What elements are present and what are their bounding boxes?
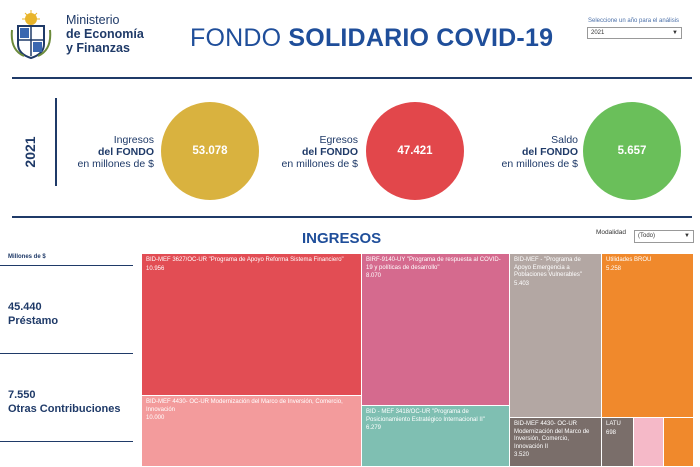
divider — [0, 265, 133, 266]
tile-value: 5.403 — [514, 280, 530, 287]
modalidad-label: Modalidad — [596, 229, 626, 236]
page-title: FONDO SOLIDARIO COVID-19 — [190, 24, 553, 53]
side-item-label: Préstamo — [8, 315, 59, 327]
ministry-line2: de Economía — [66, 27, 144, 41]
divider — [0, 441, 133, 442]
ingresos-label-1: Ingresos — [113, 134, 154, 146]
treemap-tile[interactable]: BID-MEF 4430- OC-UR Modernización del Ma… — [142, 396, 362, 467]
side-item-otras-contribuciones[interactable]: 7.550 Otras Contribuciones — [8, 388, 120, 416]
treemap-tile[interactable]: LATU 698 — [602, 418, 634, 467]
tile-value: 10.956 — [146, 265, 165, 272]
treemap-tile[interactable] — [634, 418, 664, 467]
egresos-label-2: del FONDO — [301, 146, 358, 158]
side-item-value: 7.550 — [8, 389, 36, 401]
saldo-label-3: en millones de $ — [501, 158, 578, 170]
treemap-tile[interactable]: Utilidades BROU 5.258 — [602, 254, 694, 418]
tile-label: Utilidades BROU — [606, 257, 652, 263]
divider — [0, 353, 133, 354]
tile-label: BID - MEF 3418/OC-UR "Programa de Posici… — [366, 409, 485, 423]
coat-of-arms-logo — [10, 10, 52, 60]
saldo-label-1: Saldo — [551, 134, 578, 146]
side-item-label: Otras Contribuciones — [8, 403, 121, 415]
year-select-value: 2021 — [591, 30, 605, 36]
ingresos-value: 53.078 — [192, 145, 228, 157]
side-item-value: 45.440 — [8, 301, 42, 313]
divider — [12, 77, 692, 79]
saldo-metric-label: Saldo del FONDO en millones de $ — [482, 134, 578, 170]
tile-label: BID-MEF 4430- OC-UR Modernización del Ma… — [146, 399, 343, 413]
tile-value: 3.520 — [514, 452, 530, 458]
tile-label: BID-MEF 3627/OC-UR "Programa de Apoyo Re… — [146, 257, 344, 263]
year-select[interactable]: 2021 ▼ — [587, 27, 682, 39]
ministry-name: Ministerio de Economía y Finanzas — [66, 13, 144, 55]
year-select-label: Seleccione un año para el análisis — [588, 18, 680, 24]
tile-value: 10.000 — [146, 415, 165, 421]
divider — [12, 216, 692, 218]
tile-value: 698 — [606, 429, 617, 436]
page-title-bold: SOLIDARIO COVID-19 — [288, 24, 554, 52]
chevron-down-icon: ▼ — [684, 233, 690, 239]
side-item-prestamo[interactable]: 45.440 Préstamo — [8, 300, 58, 328]
egresos-label-3: en millones de $ — [281, 158, 358, 170]
saldo-label-2: del FONDO — [521, 146, 578, 158]
tile-label: BIRF-9140-UY "Programa de respuesta al C… — [366, 257, 501, 271]
egresos-metric-label: Egresos del FONDO en millones de $ — [262, 134, 358, 170]
treemap-tile[interactable]: BID-MEF 3627/OC-UR "Programa de Apoyo Re… — [142, 254, 362, 396]
page-title-regular: FONDO — [190, 24, 289, 52]
egresos-label-1: Egresos — [319, 134, 358, 146]
egresos-circle: 47.421 — [366, 102, 464, 200]
ingresos-label-3: en millones de $ — [77, 158, 154, 170]
units-label: Millones de $ — [8, 254, 46, 260]
treemap-tile[interactable]: BID-MEF 4430- OC-UR Modernización del Ma… — [510, 418, 602, 467]
modalidad-select[interactable]: (Todo) ▼ — [634, 230, 694, 243]
tile-value: 8.070 — [366, 273, 382, 279]
saldo-circle: 5.657 — [583, 102, 681, 200]
chevron-down-icon: ▼ — [672, 30, 678, 36]
ingresos-circle: 53.078 — [161, 102, 259, 200]
tile-value: 6.279 — [366, 425, 382, 431]
tile-label: BID-MEF 4430- OC-UR Modernización del Ma… — [514, 421, 590, 450]
tile-label: LATU — [606, 421, 621, 427]
ingresos-section-title: INGRESOS — [302, 230, 382, 247]
treemap-tile[interactable] — [664, 418, 694, 467]
ingresos-label-2: del FONDO — [97, 146, 154, 158]
ministry-line1: Ministerio — [66, 13, 120, 27]
saldo-value: 5.657 — [617, 145, 647, 157]
tile-label: BID-MEF - "Programa de Apoyo Emergencia … — [514, 257, 582, 278]
ministry-line3: y Finanzas — [66, 41, 130, 55]
modalidad-select-value: (Todo) — [638, 233, 656, 239]
summary-year: 2021 — [22, 136, 38, 168]
ingresos-metric-label: Ingresos del FONDO en millones de $ — [62, 134, 154, 170]
treemap-tile[interactable]: BID - MEF 3418/OC-UR "Programa de Posici… — [362, 406, 510, 467]
egresos-value: 47.421 — [397, 145, 433, 157]
treemap-tile[interactable]: BIRF-9140-UY "Programa de respuesta al C… — [362, 254, 510, 406]
divider — [55, 98, 57, 186]
treemap-tile[interactable]: BID-MEF - "Programa de Apoyo Emergencia … — [510, 254, 602, 418]
tile-value: 5.258 — [606, 265, 622, 272]
